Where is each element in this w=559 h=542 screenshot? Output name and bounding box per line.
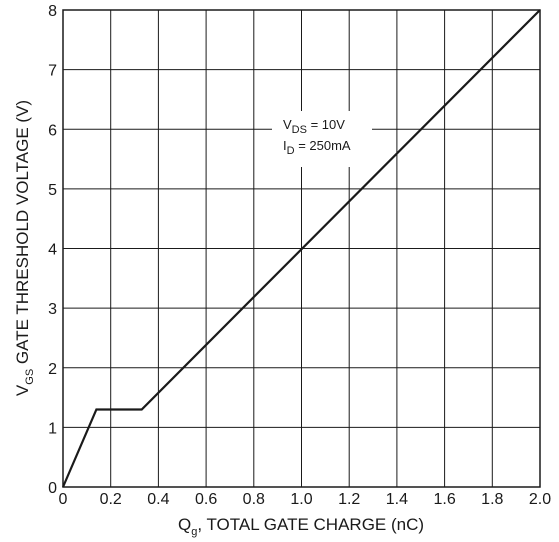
x-axis-label: Qg, TOTAL GATE CHARGE (nC)	[178, 515, 424, 538]
series-line	[61, 9, 541, 488]
grid	[63, 10, 540, 487]
x-tick-label: 2.0	[529, 491, 551, 508]
y-tick-labels: 0 1 2 3 4 5 6 7 8	[48, 3, 57, 497]
x-tick-label: 1.2	[338, 491, 360, 508]
y-tick-label: 3	[48, 301, 57, 318]
y-tick-label: 0	[48, 480, 57, 497]
x-tick-label: 1.0	[290, 491, 312, 508]
x-tick-label: 1.6	[433, 491, 455, 508]
y-tick-label: 4	[48, 242, 57, 259]
annotation-vds: VDS = 10V	[283, 117, 345, 136]
x-tick-label: 0.8	[243, 491, 265, 508]
annotation-background	[272, 111, 372, 167]
x-tick-labels: 0 0.2 0.4 0.6 0.8 1.0 1.2 1.4 1.6 1.8 2.0	[59, 491, 552, 508]
y-axis-label: VGS GATE THRESHOLD VOLTAGE (V)	[13, 100, 36, 396]
x-tick-label: 1.4	[386, 491, 408, 508]
x-tick-label: 0.4	[147, 491, 169, 508]
y-tick-label: 8	[48, 3, 57, 20]
y-tick-label: 1	[48, 420, 57, 437]
x-tick-label: 0	[59, 491, 68, 508]
x-tick-label: 1.8	[481, 491, 503, 508]
y-tick-label: 2	[48, 361, 57, 378]
x-tick-label: 0.6	[195, 491, 217, 508]
y-tick-label: 5	[48, 182, 57, 199]
x-tick-label: 0.2	[100, 491, 122, 508]
y-tick-label: 7	[48, 63, 57, 80]
annotation-id: ID = 250mA	[283, 138, 351, 157]
y-tick-label: 6	[48, 122, 57, 139]
